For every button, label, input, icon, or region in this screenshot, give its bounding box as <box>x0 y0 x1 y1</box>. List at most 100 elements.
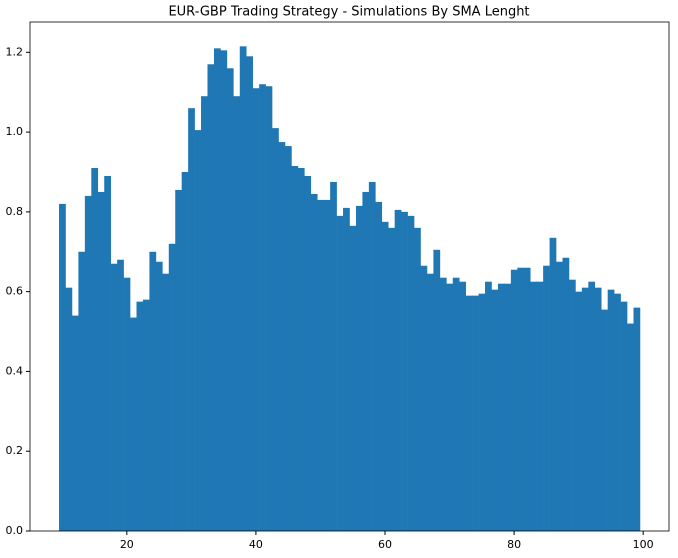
bar <box>504 283 512 531</box>
bar <box>588 281 596 531</box>
bar <box>401 211 408 531</box>
x-tick-label: 60 <box>378 538 392 551</box>
bar <box>201 96 208 531</box>
bar <box>336 215 344 532</box>
bar <box>97 191 105 531</box>
bar <box>620 301 628 531</box>
bar <box>213 48 221 532</box>
bar <box>627 323 634 531</box>
bar <box>84 195 92 531</box>
bar <box>485 281 492 531</box>
bar <box>181 171 189 531</box>
bar <box>304 175 312 531</box>
bar <box>510 269 518 531</box>
bar <box>556 261 563 531</box>
bar <box>491 289 499 531</box>
bar <box>459 281 466 531</box>
bar <box>175 189 182 531</box>
bar <box>381 221 389 531</box>
bar <box>633 307 641 531</box>
bar <box>497 283 505 531</box>
bar <box>317 199 324 532</box>
x-tick-label: 40 <box>249 538 263 551</box>
bar <box>414 227 421 531</box>
y-tick-label: 0.2 <box>6 444 24 457</box>
y-tick-label: 0.0 <box>6 524 24 537</box>
bar <box>110 263 118 531</box>
bar <box>59 203 66 531</box>
bar <box>142 299 150 531</box>
bar <box>155 261 163 531</box>
bar <box>194 130 202 531</box>
bar <box>343 207 350 531</box>
bar <box>368 181 376 532</box>
bar <box>575 291 583 531</box>
bar <box>543 265 550 531</box>
bar <box>220 50 228 531</box>
bar <box>523 267 531 531</box>
bar <box>530 281 537 531</box>
bar <box>420 265 428 531</box>
y-tick-label: 0.4 <box>6 364 24 377</box>
bar <box>594 287 602 531</box>
bar <box>65 287 73 531</box>
bar <box>426 273 434 531</box>
bar <box>446 283 454 531</box>
bar <box>136 301 144 531</box>
bar <box>349 225 357 531</box>
bar <box>272 128 279 531</box>
y-tick-label: 0.6 <box>6 285 24 298</box>
bar <box>607 289 615 531</box>
bar <box>226 68 234 531</box>
y-tick-label: 1.0 <box>6 125 24 138</box>
x-tick-label: 20 <box>120 538 134 551</box>
bar <box>246 56 253 532</box>
bar <box>536 281 544 531</box>
bar <box>78 251 86 532</box>
y-tick-label: 0.8 <box>6 205 24 218</box>
bar <box>117 259 124 531</box>
bar <box>310 193 318 531</box>
chart-title: EUR-GBP Trading Strategy - Simulations B… <box>168 5 529 20</box>
bar <box>375 201 383 532</box>
bar <box>130 317 137 531</box>
bar <box>91 167 99 532</box>
bar <box>362 191 370 531</box>
bar <box>323 199 331 532</box>
bar <box>188 108 195 531</box>
bar <box>162 273 170 531</box>
bar <box>355 205 363 531</box>
bar <box>452 277 460 531</box>
bar <box>233 96 241 531</box>
bar <box>123 277 131 531</box>
bar <box>259 84 266 531</box>
x-tick-label: 100 <box>633 538 654 551</box>
bar <box>601 309 608 531</box>
y-tick-label: 1.2 <box>6 45 24 58</box>
bar <box>472 295 479 531</box>
x-tick-label: 80 <box>507 538 521 551</box>
bar <box>388 227 395 531</box>
bar <box>168 243 176 531</box>
bar <box>291 166 299 532</box>
bar <box>207 64 215 532</box>
bar <box>104 175 111 531</box>
plot-frame <box>29 21 670 532</box>
bar <box>330 181 337 532</box>
bar <box>517 267 525 531</box>
bar <box>562 257 570 531</box>
bar <box>278 142 286 531</box>
bar <box>614 293 621 531</box>
bar <box>149 251 157 532</box>
bar <box>465 295 473 531</box>
bar <box>252 88 260 531</box>
bar <box>549 237 557 531</box>
bar <box>394 209 402 531</box>
bar <box>439 277 447 531</box>
bar <box>239 46 247 532</box>
bar <box>433 249 441 532</box>
bar <box>284 146 292 531</box>
bar <box>265 86 273 531</box>
bar <box>568 279 576 531</box>
